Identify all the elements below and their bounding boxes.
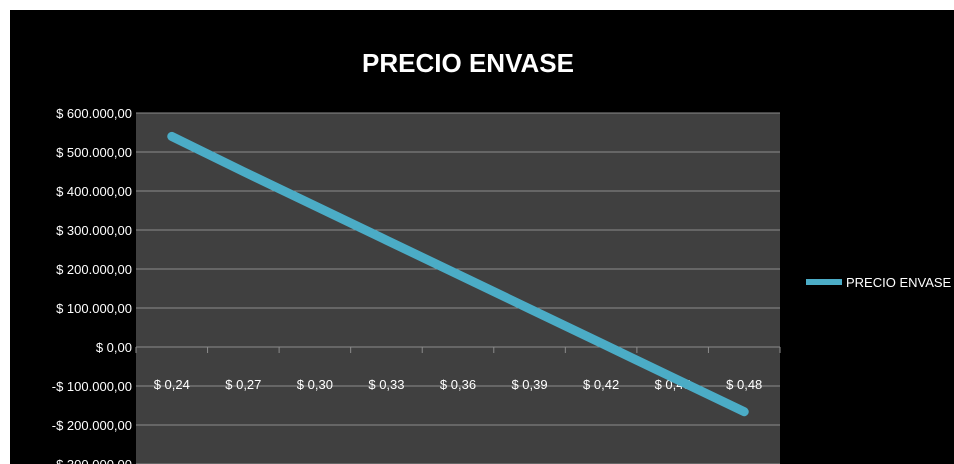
y-tick-label: $ 600.000,00 (56, 106, 132, 121)
chart-svg: PRECIO ENVASE $ 600.000,00$ 500.000,00$ … (52, 48, 952, 464)
legend-label: PRECIO ENVASE (846, 275, 952, 290)
y-tick-label: $ 300.000,00 (56, 223, 132, 238)
chart-container: PRECIO ENVASE $ 600.000,00 $ 500.000,00 $ … (10, 10, 954, 464)
x-axis: $ 0,24 $ 0,27 $ 0,30 $ 0,33 $ 0,36 $ 0,39 $ 0,… (135, 346, 781, 392)
x-tick-label: $ 0,33 (368, 377, 404, 392)
series-line (167, 131, 749, 417)
x-tick-label: $ 0,30 (297, 377, 333, 392)
y-tick-label: $ 0,00 (96, 340, 132, 355)
legend: PRECIO ENVASE (806, 275, 952, 290)
y-tick-label: -$ 300.000,00 (52, 457, 132, 464)
x-tick-label: $ 0,36 (440, 377, 476, 392)
x-tick-label: $ 0,27 (225, 377, 261, 392)
y-tick-label: $ 100.000,00 (56, 301, 132, 316)
x-tick-label: $ 0,24 (154, 377, 190, 392)
y-axis-labels: $ 600.000,00 $ 500.000,00 $ 400.000,00 $ 30… (52, 106, 132, 464)
chart-title: PRECIO ENVASE (362, 48, 574, 78)
y-tick-label: -$ 100.000,00 (52, 379, 132, 394)
x-tick-label: $ 0,48 (726, 377, 762, 392)
x-tick-label: $ 0,39 (511, 377, 547, 392)
x-tick-label: $ 0,42 (583, 377, 619, 392)
y-tick-label: $ 400.000,00 (56, 184, 132, 199)
y-tick-label: -$ 200.000,00 (52, 418, 132, 433)
series-layer (167, 131, 749, 417)
y-tick-label: $ 500.000,00 (56, 145, 132, 160)
y-tick-label: $ 200.000,00 (56, 262, 132, 277)
